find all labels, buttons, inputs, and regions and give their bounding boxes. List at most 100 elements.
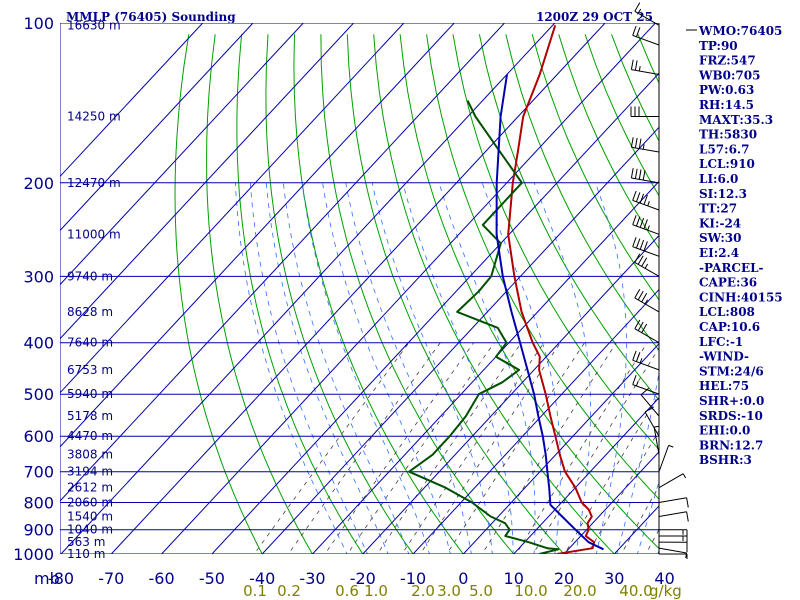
wind-barb-half-flag	[637, 8, 642, 14]
mixing-ratio-label: 1.0	[364, 582, 388, 600]
temperature-tick-label: -60	[149, 569, 175, 588]
wind-barb	[630, 137, 660, 153]
pressure-tick-label: 800	[23, 494, 54, 513]
background-grid	[60, 23, 659, 554]
wind-barb-flag	[630, 168, 634, 179]
height-label: 110 m	[67, 547, 105, 561]
height-label: 5940 m	[67, 387, 113, 401]
wind-barb	[634, 253, 660, 277]
temperature-tick-label: 40	[654, 569, 674, 588]
isotherm-line	[412, 288, 659, 554]
index-item: SHR+:0.0	[699, 394, 764, 408]
wind-barb-flag	[632, 375, 637, 385]
isotherm-line	[110, 23, 606, 554]
moist-adiabat-line	[345, 182, 472, 554]
temperature-tick-label: -50	[199, 569, 225, 588]
wind-barb-flag	[632, 25, 637, 36]
chart-time: 1200Z 29 OCT 25	[536, 10, 653, 24]
wind-barb	[634, 2, 660, 26]
mixing-ratio-label: 0.6	[335, 582, 359, 600]
height-label: 9740 m	[67, 269, 113, 283]
moist-adiabat-line	[595, 182, 627, 554]
dry-adiabat-line	[346, 34, 565, 554]
wind-barb	[634, 319, 660, 344]
wind-barb-flag	[639, 239, 645, 250]
wind-barb-flag	[644, 406, 654, 413]
isotherm-line	[60, 23, 304, 286]
index-item: TH:5830	[699, 128, 757, 142]
temperature-tick-label: -40	[249, 569, 275, 588]
index-item: HEL:75	[699, 379, 749, 393]
isotherm-line	[60, 23, 354, 340]
mixing-ratio-label: 5.0	[469, 582, 493, 600]
wind-barb-flag	[639, 217, 645, 228]
index-item: TP:90	[699, 39, 738, 53]
isotherm-line	[463, 342, 659, 554]
height-label: 563 m	[67, 535, 105, 549]
wind-barb-flag	[634, 253, 641, 263]
wind-barb-flag	[686, 511, 689, 522]
wind-barb	[658, 444, 674, 472]
moist-adiabat-line	[481, 182, 561, 554]
mixing-ratio-label: 3.0	[437, 582, 461, 600]
height-label: 2612 m	[67, 481, 113, 495]
height-label: 6753 m	[67, 363, 113, 377]
wind-barb	[632, 190, 660, 211]
wind-barb-staff	[632, 359, 660, 371]
temperature-tick-label: -10	[400, 569, 426, 588]
mixing-ratio-line	[446, 342, 585, 554]
height-label: 14250 m	[67, 110, 121, 124]
dry-adiabat-line	[478, 34, 659, 401]
wind-barb-flag	[641, 257, 648, 267]
index-item: MAXT:35.3	[699, 113, 773, 127]
mixing-ratio-label: 0.1	[243, 582, 267, 600]
wind-barb-staff	[658, 445, 670, 472]
index-item: LI:6.0	[699, 172, 738, 186]
wind-barb-staff	[632, 224, 660, 235]
wind-barb-flag	[630, 59, 634, 70]
dry-adiabat-line	[558, 34, 659, 250]
wind-barb-flag	[637, 255, 644, 265]
isotherm-line	[60, 23, 254, 232]
wind-barb-flag	[643, 194, 648, 205]
index-item: L57:6.7	[699, 142, 749, 156]
index-item: BSHR:3	[699, 453, 752, 467]
wind-barb	[632, 215, 660, 235]
wind-barb-flag	[639, 193, 645, 204]
temperature-tick-label: -20	[350, 569, 376, 588]
height-label: 5178 m	[67, 409, 113, 423]
mixing-ratio-line	[587, 429, 659, 554]
isotherm-line	[60, 23, 505, 502]
wind-barb-flag	[643, 219, 648, 229]
temperature-tick-label: -80	[48, 569, 74, 588]
wind-barb	[630, 59, 660, 75]
dry-adiabat-line	[206, 34, 314, 554]
wind-barb-half-flag	[644, 299, 649, 305]
pressure-tick-label: 1000	[13, 545, 54, 564]
wind-barb	[632, 350, 660, 371]
moist-adiabat-line	[616, 370, 659, 554]
y-axis-unit-label: mb	[34, 569, 60, 588]
wind-barb-half-flag	[639, 358, 643, 364]
mixing-ratio-label: 20.0	[563, 582, 596, 600]
wind-barb-flag	[635, 216, 641, 227]
height-label: 8628 m	[67, 305, 113, 319]
wind-barb	[658, 511, 689, 522]
series-dewpoint-line	[408, 100, 560, 554]
moist-adiabat-line	[371, 182, 493, 554]
wind-barb-half-flag	[644, 263, 649, 269]
wind-barb-half-flag	[654, 425, 660, 428]
isotherm-line	[60, 23, 455, 448]
index-item: PW:0.63	[699, 83, 754, 97]
wind-barb-flag	[634, 168, 638, 179]
height-label: 3194 m	[67, 465, 113, 479]
wind-barb-flag	[638, 169, 642, 180]
series-temperature-line	[507, 24, 596, 554]
height-label: 16630 m	[67, 18, 121, 32]
height-label: 4470 m	[67, 429, 113, 443]
wind-barb-flag	[635, 238, 641, 249]
moist-adiabat-line	[402, 182, 514, 554]
isotherm-line	[60, 23, 204, 178]
pressure-tick-label: 100	[23, 14, 54, 33]
